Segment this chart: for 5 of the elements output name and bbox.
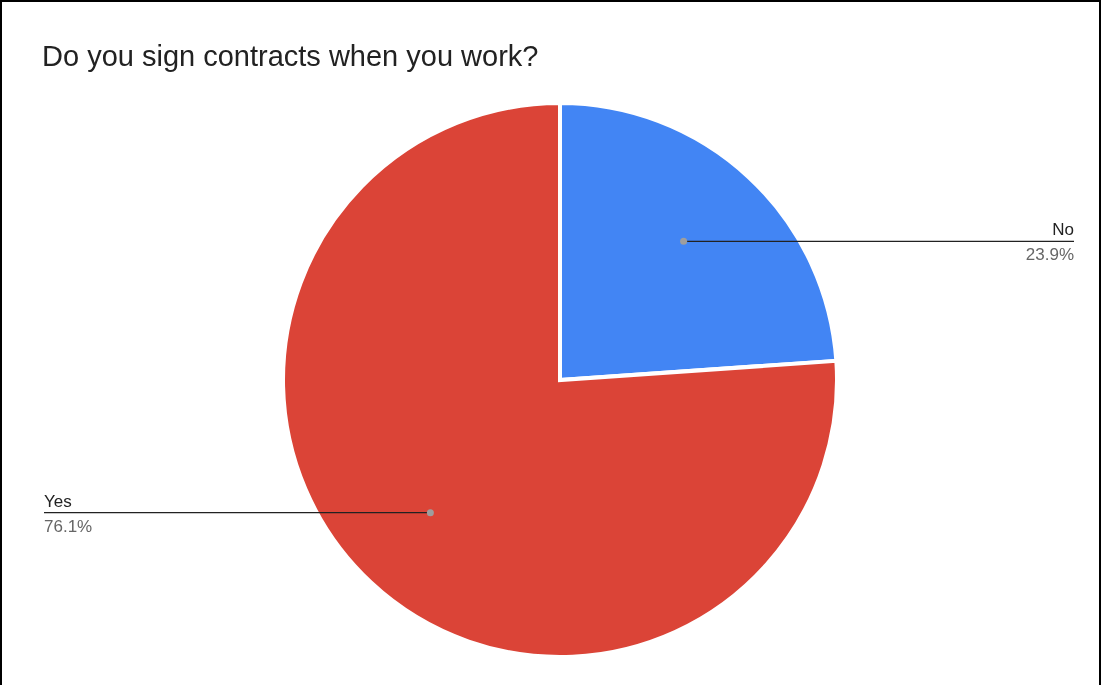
data-label: 23.9% [1025, 245, 1074, 265]
slice-label: No [1052, 220, 1074, 240]
data-label: 76.1% [44, 516, 93, 536]
chart-title: Do you sign contracts when you work? [42, 40, 539, 73]
slice-label: Yes [44, 491, 72, 511]
